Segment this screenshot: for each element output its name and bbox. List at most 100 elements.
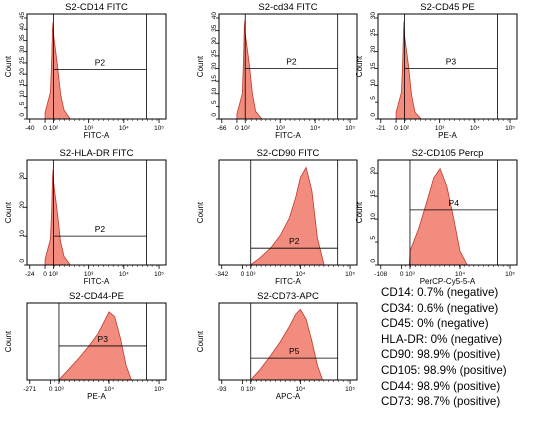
x-tick-label-s2-cd44-pe-0: -271 [23,386,36,393]
y-tick-label-s2-hla-dr-fitc-3: 30 [19,172,26,180]
x-tick-label-s2-cd14-fitc-0: -40 [25,125,35,132]
histogram-area-s2-cd90-fitc [250,166,325,266]
x-tick-label-s2-cd90-fitc-1: 0 [241,271,245,278]
y-tick-label-s2-cd34-fitc-1: 5 [211,100,218,104]
y-tick-label-s2-cd34-fitc-7: 35 [211,24,218,32]
x-axis-label-s2-cd105-percp: PerCP-Cy5-5-A [420,277,476,286]
x-tick-label-s2-cd45-pe-1: 0 [394,125,398,132]
y-tick-label-s2-hla-dr-fitc-2: 20 [19,201,26,209]
summary-line-cd105: CD105: 98.9% (positive) [381,363,507,377]
x-tick-label-s2-cd45-pe-5: 10⁵ [505,125,515,132]
x-tick-label-s2-cd105-percp-1: 0 [400,271,404,278]
panel-title-s2-cd45-pe: S2-CD45 PE [420,2,474,13]
x-tick-label-s2-cd44-pe-1: 0 [49,386,53,393]
y-axis-label-s2-hla-dr-fitc: Count [4,201,13,223]
plot-frame-s2-cd34-fitc [218,13,358,120]
gate-label-s2-cd44-pe: P3 [98,334,109,344]
y-tick-label-s2-cd34-fitc-0: 0 [211,113,218,117]
y-tick-label-s2-cd34-fitc-4: 20 [211,62,218,70]
gate-label-s2-cd90-fitc: P2 [289,236,300,246]
summary-line-hla-dr: HLA-DR: 0% (negative) [381,332,503,346]
y-tick-label-s2-cd45-pe-3: 15 [370,62,377,70]
summary-line-cd90: CD90: 98.9% (positive) [381,348,501,362]
x-axis-label-s2-cd14-fitc: FITC-A [84,131,110,140]
x-tick-label-s2-hla-dr-fitc-2: 10² [49,271,59,278]
x-tick-label-s2-hla-dr-fitc-0: -24 [25,271,35,278]
x-tick-label-s2-cd14-fitc-3: 10³ [84,125,94,132]
x-tick-label-s2-cd34-fitc-3: 10³ [275,125,285,132]
x-axis-label-s2-cd44-pe: PE-A [87,392,106,401]
summary-line-cd73: CD73: 98.7% (positive) [381,395,501,409]
gate-label-s2-cd105-percp: P4 [449,198,460,208]
x-tick-label-s2-cd44-pe-2: 10³ [54,386,64,393]
y-tick-label-s2-cd14-fitc-4: 20 [19,68,26,76]
x-tick-label-s2-cd73-apc-1: 0 [241,386,245,393]
x-tick-label-s2-cd73-apc-3: 10⁴ [295,386,305,393]
y-tick-label-s2-cd34-fitc-5: 25 [211,49,218,57]
histogram-area-s2-cd105-percp [409,167,468,266]
y-tick-label-s2-cd34-fitc-3: 15 [211,75,218,83]
y-tick-label-s2-cd105-percp-2: 10 [370,213,377,221]
x-tick-label-s2-cd90-fitc-0: -342 [215,271,228,278]
x-tick-label-s2-cd90-fitc-3: 10⁴ [295,271,305,278]
plot-frame-s2-cd90-fitc [218,159,358,266]
x-tick-label-s2-hla-dr-fitc-3: 10³ [84,271,94,278]
x-axis-label-s2-hla-dr-fitc: FITC-A [84,277,110,286]
x-tick-label-s2-cd34-fitc-4: 10⁴ [310,125,320,132]
y-tick-label-s2-cd45-pe-0: 0 [370,113,377,117]
plot-frame-s2-cd44-pe [26,302,167,381]
histogram-area-s2-cd73-apc [250,308,323,381]
y-tick-label-s2-cd45-pe-1: 5 [370,96,377,100]
gate-label-s2-cd34-fitc: P2 [286,57,297,67]
x-axis-label-s2-cd45-pe: PE-A [438,131,457,140]
histogram-area-s2-hla-dr-fitc [44,169,71,266]
gate-label-s2-cd45-pe: P3 [446,57,457,67]
y-axis-label-s2-cd105-percp: Count [355,201,364,223]
x-tick-label-s2-cd45-pe-0: -21 [376,125,386,132]
y-tick-label-s2-cd34-fitc-6: 30 [211,37,218,45]
y-tick-label-s2-cd105-percp-0: 0 [370,259,377,263]
y-axis-label-s2-cd44-pe: Count [4,330,13,352]
y-tick-label-s2-cd14-fitc-2: 10 [19,90,26,98]
y-tick-label-s2-hla-dr-fitc-1: 10 [19,230,26,238]
y-tick-label-s2-cd105-percp-1: 5 [370,236,377,240]
x-tick-label-s2-hla-dr-fitc-1: 0 [43,271,47,278]
x-tick-label-s2-cd90-fitc-2: 10³ [246,271,256,278]
marker-summary: CD14: 0.7% (negative) CD34: 0.6% (negati… [381,285,549,410]
panel-title-s2-cd105-percp: S2-CD105 Percp [412,148,484,159]
x-tick-label-s2-cd105-percp-3: 10⁴ [455,271,465,278]
x-tick-label-s2-cd34-fitc-1: 0 [235,125,239,132]
gate-label-s2-cd73-apc: P5 [289,346,300,356]
x-tick-label-s2-cd73-apc-2: 10³ [246,386,256,393]
y-tick-label-s2-cd45-pe-5: 25 [370,28,377,36]
x-tick-label-s2-cd73-apc-0: -93 [217,386,227,393]
y-axis-label-s2-cd73-apc: Count [196,330,205,352]
x-tick-label-s2-cd73-apc-4: 10⁵ [345,386,355,393]
y-tick-label-s2-cd14-fitc-5: 25 [19,57,26,65]
x-axis-label-s2-cd34-fitc: FITC-A [275,131,301,140]
gate-label-s2-hla-dr-fitc: P2 [95,224,106,234]
x-tick-label-s2-cd90-fitc-4: 10⁵ [345,271,355,278]
plot-frame-s2-cd45-pe [377,13,518,120]
x-tick-label-s2-cd34-fitc-0: -66 [217,125,227,132]
x-tick-label-s2-cd14-fitc-4: 10⁴ [119,125,129,132]
y-axis-label-s2-cd34-fitc: Count [196,55,205,77]
x-tick-label-s2-cd14-fitc-5: 10⁵ [154,125,164,132]
y-tick-label-s2-cd34-fitc-2: 10 [211,87,218,95]
histogram-area-s2-cd45-pe [395,21,422,120]
x-tick-label-s2-cd44-pe-4: 10⁵ [154,386,164,393]
y-tick-label-s2-cd14-fitc-8: 40 [19,23,26,31]
x-tick-label-s2-cd14-fitc-1: 0 [43,125,47,132]
y-tick-label-s2-cd45-pe-4: 20 [370,45,377,53]
histogram-area-s2-cd14-fitc [44,22,71,120]
x-tick-label-s2-cd45-pe-3: 10³ [435,125,445,132]
y-tick-label-s2-cd14-fitc-3: 15 [19,79,26,87]
y-tick-label-s2-cd14-fitc-1: 5 [19,101,26,105]
y-tick-label-s2-cd105-percp-4: 20 [370,167,377,175]
x-tick-label-s2-hla-dr-fitc-4: 10⁴ [119,271,129,278]
plot-frame-s2-hla-dr-fitc [26,159,167,266]
x-tick-label-s2-cd44-pe-3: 10⁴ [104,386,114,393]
plot-frame-s2-cd105-percp [377,159,518,266]
plot-frame-s2-cd73-apc [218,302,358,381]
x-tick-label-s2-cd45-pe-4: 10⁴ [470,125,480,132]
